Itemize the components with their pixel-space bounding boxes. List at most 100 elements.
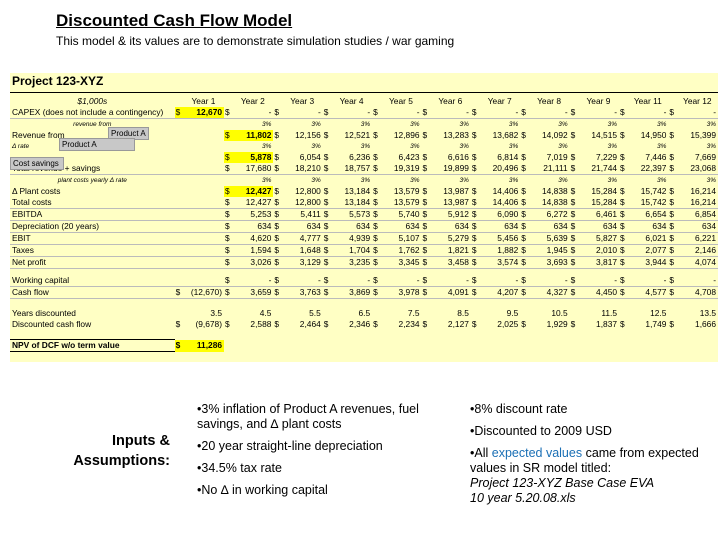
currency-symbol: $ bbox=[421, 232, 430, 245]
currency-symbol: $ bbox=[569, 256, 578, 269]
currency-symbol: $ bbox=[470, 208, 480, 221]
row-value: 9.5 bbox=[506, 308, 519, 318]
npv-row: NPV of DCF w/o term value $11,286 bbox=[10, 339, 718, 352]
table-cell bbox=[182, 197, 225, 209]
currency-symbol: $ bbox=[619, 107, 628, 119]
currency-symbol: $ bbox=[273, 244, 282, 257]
year-header: Year 8 bbox=[537, 96, 562, 106]
row-label: CAPEX (does not include a contingency) bbox=[10, 107, 175, 119]
row-value: 2,010 bbox=[577, 244, 620, 257]
currency-symbol: $ bbox=[372, 286, 381, 299]
rate-value: 3% bbox=[311, 121, 321, 128]
currency-symbol bbox=[224, 119, 232, 131]
row-value: 3,129 bbox=[281, 256, 323, 269]
row-value: 20,496 bbox=[479, 163, 521, 175]
row-value: 2,077 bbox=[627, 244, 669, 257]
row-value: 12,427 bbox=[232, 197, 274, 209]
row-value: - bbox=[330, 107, 373, 119]
currency-symbol: $ bbox=[668, 163, 677, 175]
currency-symbol bbox=[273, 141, 281, 152]
currency-symbol: $ bbox=[619, 286, 628, 299]
currency-symbol: $ bbox=[322, 220, 331, 233]
year-header: Year 1 bbox=[191, 96, 216, 106]
currency-symbol: $ bbox=[520, 286, 529, 299]
currency-symbol: $ bbox=[323, 319, 329, 329]
rate-value: 3% bbox=[459, 177, 469, 184]
inputs-heading: Inputs & Assumptions: bbox=[60, 431, 170, 471]
currency-symbol bbox=[520, 141, 528, 152]
row-value: 3,345 bbox=[380, 256, 422, 269]
currency-symbol: $ bbox=[224, 286, 233, 299]
currency-symbol: $ bbox=[224, 220, 233, 233]
currency-symbol: $ bbox=[273, 256, 282, 269]
row-value: 13,184 bbox=[330, 197, 373, 209]
currency-symbol: $ bbox=[372, 220, 381, 233]
row-value: 16,214 bbox=[676, 197, 718, 209]
table-cell bbox=[174, 232, 183, 245]
rate-value: 3% bbox=[706, 121, 716, 128]
row-label: revenue from bbox=[73, 121, 112, 128]
row-value: 2,127 bbox=[447, 319, 469, 329]
row-value: 13,579 bbox=[393, 186, 420, 196]
year-header: Year 7 bbox=[487, 96, 512, 106]
currency-symbol: $ bbox=[520, 244, 529, 257]
row-value: - bbox=[577, 107, 620, 119]
row-value: 2,464 bbox=[299, 319, 321, 329]
row-label: NPV of DCF w/o term value bbox=[10, 339, 175, 352]
currency-symbol: $ bbox=[520, 163, 529, 175]
currency-symbol: $ bbox=[372, 197, 381, 209]
table-cell bbox=[174, 197, 183, 209]
table-row: Δ Plant costs $12,427 $12,800 $13,184 $13,57… bbox=[10, 186, 718, 197]
row-value: 3,235 bbox=[330, 256, 373, 269]
row-value: - bbox=[330, 275, 373, 287]
currency-symbol: $ bbox=[520, 232, 529, 245]
currency-symbol bbox=[323, 175, 331, 187]
currency-symbol: $ bbox=[373, 319, 378, 329]
currency-symbol: $ bbox=[322, 275, 331, 287]
currency-symbol: $ bbox=[273, 197, 282, 209]
currency-symbol: $ bbox=[668, 208, 677, 221]
row-value: 6,272 bbox=[528, 208, 570, 221]
row-value: 4.5 bbox=[259, 308, 272, 318]
currency-symbol: $ bbox=[322, 208, 331, 221]
currency-symbol bbox=[619, 175, 627, 187]
row-value: 5,912 bbox=[429, 208, 471, 221]
rate-value: 3% bbox=[459, 143, 469, 150]
row-value: 6,854 bbox=[676, 208, 718, 221]
npv-value: 11,286 bbox=[182, 339, 225, 352]
row-value: 5,107 bbox=[380, 232, 422, 245]
row-value: 12,521 bbox=[344, 130, 371, 140]
table-row: plant costs yearly Δ rate 3% 3% 3% 3% 3% 3% 3% 3… bbox=[10, 175, 718, 187]
currency-symbol: $ bbox=[669, 152, 675, 162]
row-value: - bbox=[528, 107, 570, 119]
row-value: 634 bbox=[528, 220, 570, 233]
currency-symbol: $ bbox=[520, 107, 529, 119]
table-cell bbox=[175, 175, 183, 187]
currency-symbol bbox=[224, 141, 232, 152]
currency-symbol: $ bbox=[421, 107, 430, 119]
currency-symbol: $ bbox=[470, 256, 480, 269]
currency-symbol: $ bbox=[521, 186, 526, 196]
row-label: Taxes bbox=[10, 244, 175, 257]
currency-symbol: $ bbox=[422, 186, 428, 196]
currency-symbol bbox=[668, 175, 676, 187]
currency-symbol: $ bbox=[421, 208, 430, 221]
currency-symbol: $ bbox=[570, 319, 576, 329]
currency-symbol bbox=[471, 175, 479, 187]
rate-value: 3% bbox=[656, 143, 667, 150]
currency-symbol: $ bbox=[520, 197, 529, 209]
row-value: 6,221 bbox=[676, 232, 718, 245]
year-header: Year 5 bbox=[388, 96, 413, 106]
currency-symbol bbox=[471, 141, 479, 152]
row-value: 8.5 bbox=[457, 308, 469, 318]
row-value: 6,654 bbox=[627, 208, 669, 221]
rate-value: 3% bbox=[261, 177, 272, 184]
rate-value: 3% bbox=[607, 143, 618, 150]
row-value: 4,327 bbox=[528, 286, 570, 299]
currency-symbol: $ bbox=[224, 256, 233, 269]
table-cell bbox=[183, 186, 224, 197]
currency-symbol: $ bbox=[569, 244, 578, 257]
rate-value: 3% bbox=[410, 121, 420, 128]
currency-symbol: $ bbox=[224, 107, 233, 119]
row-value: 1,762 bbox=[380, 244, 422, 257]
